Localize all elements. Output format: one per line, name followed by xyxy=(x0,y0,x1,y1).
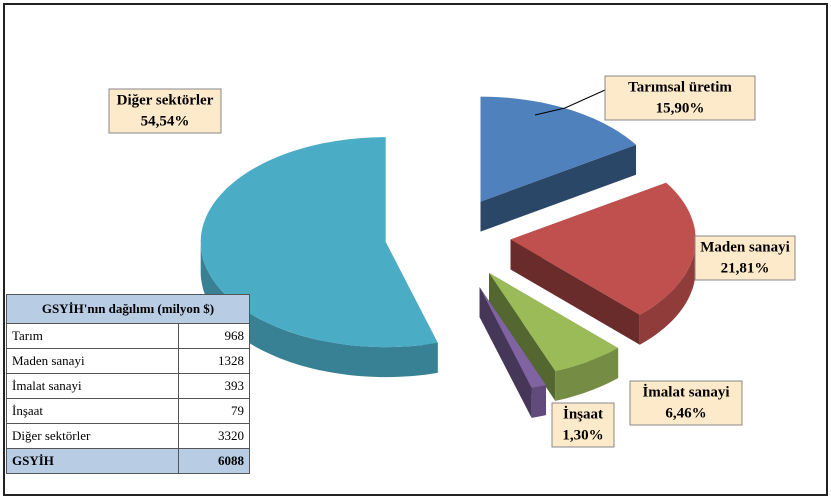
table-label: İmalat sanayi xyxy=(6,373,179,399)
value-label: 1,30% xyxy=(562,427,603,443)
table-row: Diğer sektörler 3320 xyxy=(6,423,251,449)
value-label: 15,90% xyxy=(656,100,705,116)
slice-side xyxy=(510,239,640,345)
slice-label: İnşaat xyxy=(563,405,603,422)
label-box xyxy=(551,402,615,448)
slice-side xyxy=(200,242,438,378)
table-value: 3320 xyxy=(177,423,251,449)
table-value: 1328 xyxy=(177,348,251,374)
leader-line xyxy=(534,89,606,116)
slice xyxy=(480,96,636,202)
slice-label: İmalat sanayi xyxy=(642,383,729,400)
table-header: GSYİH'nın dağılımı (milyon $) xyxy=(6,294,250,324)
table-value: 968 xyxy=(177,323,251,349)
slice-side xyxy=(489,272,556,401)
table-value: 79 xyxy=(177,398,251,424)
slice-side xyxy=(531,385,546,418)
slice xyxy=(489,272,619,371)
label-box xyxy=(604,75,756,121)
slice-side xyxy=(639,239,696,345)
table-title: GSYİH'nın dağılımı (milyon $) xyxy=(6,294,250,324)
table-row: Maden sanayi 1328 xyxy=(6,348,251,374)
label-box xyxy=(694,235,796,281)
value-label: 21,81% xyxy=(721,260,770,276)
slice xyxy=(200,137,438,348)
slice-side xyxy=(479,287,532,418)
table-row: Tarım 968 xyxy=(6,323,251,349)
label-box xyxy=(108,88,222,134)
slice-label: Diğer sektörler xyxy=(117,92,214,108)
table-row: İnşaat 79 xyxy=(6,398,251,424)
table-value: 6088 xyxy=(177,448,251,474)
table-label: İnşaat xyxy=(6,398,179,424)
slice xyxy=(479,287,546,388)
table-row: İmalat sanayi 393 xyxy=(6,373,251,399)
data-table: GSYİH'nın dağılımı (milyon $) Tarım 968 Ma… xyxy=(6,294,251,474)
table-label: Maden sanayi xyxy=(6,348,179,374)
table-label: Tarım xyxy=(6,323,179,349)
table-label: Diğer sektörler xyxy=(6,423,179,449)
table-label: GSYİH xyxy=(6,448,179,474)
slice-side xyxy=(480,144,636,232)
label-box xyxy=(629,380,743,426)
value-label: 6,46% xyxy=(665,405,706,421)
slice-label: Tarımsal üretim xyxy=(628,79,732,95)
value-label: 54,54% xyxy=(141,113,190,129)
table-row: GSYİH 6088 xyxy=(6,448,251,474)
slice-side xyxy=(555,348,619,401)
slice xyxy=(510,182,696,315)
slice-label: Maden sanayi xyxy=(700,239,790,255)
chart-frame xyxy=(3,3,828,496)
table-value: 393 xyxy=(177,373,251,399)
